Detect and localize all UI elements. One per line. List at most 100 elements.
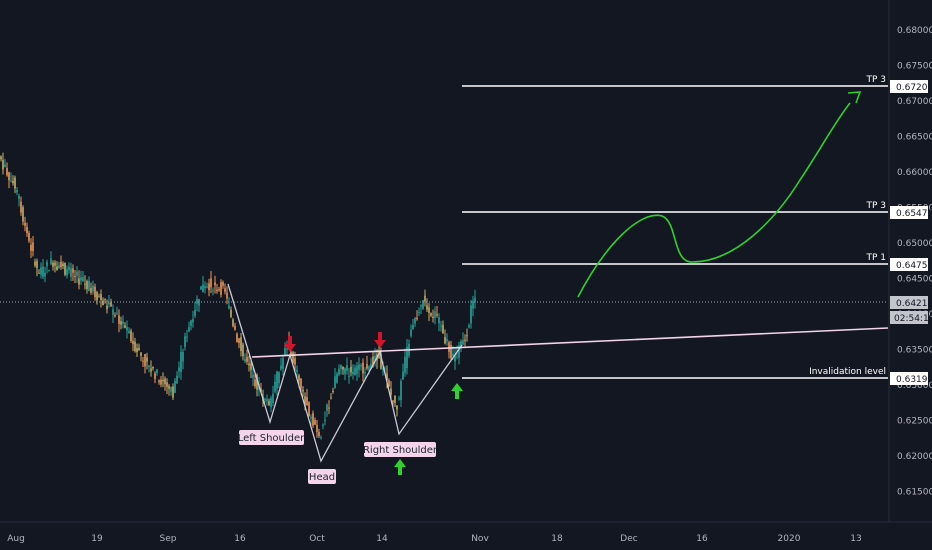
left-shoulder-annotation: Left Shoulder (238, 430, 305, 445)
candle-body (418, 311, 420, 313)
head-shoulders-pattern (227, 283, 463, 463)
time-tick-label: 16 (696, 534, 708, 544)
candle-body (204, 286, 206, 289)
tp1-price-badge: 0.64750 (890, 258, 932, 271)
candle-body (450, 345, 452, 359)
candle-body (100, 294, 102, 301)
candle-body (182, 352, 184, 362)
candle-body (210, 278, 212, 288)
candle-body (180, 352, 182, 372)
candle-body (396, 405, 398, 410)
candle-body (346, 364, 348, 371)
candle-body (130, 330, 132, 341)
candle-body (4, 164, 6, 167)
candle-body (178, 367, 180, 372)
candle-body (26, 226, 28, 234)
candle-body (328, 407, 330, 409)
candle-body (310, 416, 312, 419)
candle-body (430, 313, 432, 316)
candle-body (240, 337, 242, 352)
candle-body (254, 379, 256, 387)
svg-text:02:54:10: 02:54:10 (894, 314, 932, 324)
candle-body (24, 222, 26, 226)
candle-body (400, 380, 402, 401)
candle-body (216, 289, 218, 292)
candle-body (428, 307, 430, 313)
candle-body (148, 365, 150, 368)
candle-body (32, 242, 34, 251)
time-tick-label: Sep (160, 534, 177, 544)
candle-body (110, 302, 112, 307)
candle-body (230, 309, 232, 317)
candle-body (0, 156, 2, 160)
svg-text:Left Shoulder: Left Shoulder (238, 433, 305, 444)
candle-body (244, 358, 246, 362)
candle-body (48, 270, 50, 272)
candle-body (194, 309, 196, 317)
candle-body (66, 269, 68, 276)
price-tick-label: 0.63000 (897, 381, 932, 391)
candle-body (164, 378, 166, 385)
tp3-upper-label: TP 3 (865, 75, 886, 85)
candle-body (364, 372, 366, 374)
projection-curve (577, 102, 851, 298)
price-tick-label: 0.62000 (897, 452, 932, 462)
candle-body (270, 398, 272, 408)
candle-body (466, 335, 468, 337)
candle-body (284, 348, 286, 356)
candle-body (374, 355, 376, 362)
candle-body (320, 437, 322, 439)
candle-body (94, 286, 96, 298)
candle-body (438, 317, 440, 324)
price-tick-label: 0.62500 (897, 417, 932, 427)
candle-body (128, 331, 130, 334)
candle-body (468, 325, 470, 328)
price-tick-label: 0.66500 (897, 133, 932, 143)
candle-body (214, 282, 216, 286)
candle-body (280, 365, 282, 370)
candle-body (70, 268, 72, 277)
candle-body (40, 267, 42, 275)
tp3-lower-price-badge: 0.65470 (890, 206, 932, 219)
candle-body (464, 339, 466, 341)
candle-body (196, 298, 198, 304)
candle-body (132, 340, 134, 345)
candle-body (256, 375, 258, 390)
invalidation-label: Invalidation level (809, 367, 886, 377)
candle-body (208, 283, 210, 291)
candle-body (116, 312, 118, 314)
time-axis[interactable]: Aug 19 Sep 16 Oct 14 Nov 18 Dec 16 2020 13 (7, 534, 862, 544)
candle-body (172, 386, 174, 398)
candle-body (380, 353, 382, 369)
time-tick-label: Nov (471, 534, 489, 544)
candle-body (218, 289, 220, 291)
candle-body (104, 298, 106, 300)
candle-body (372, 356, 374, 366)
candle-body (160, 379, 162, 385)
candle-body (78, 278, 80, 285)
candle-body (276, 371, 278, 389)
candle-body (286, 348, 288, 350)
candle-body (28, 232, 30, 241)
time-tick-label: 2020 (778, 534, 801, 544)
tp3-lower-label: TP 3 (865, 201, 886, 211)
arrow-up-icon (394, 459, 406, 475)
candle-body (84, 283, 86, 285)
svg-text:0.63190: 0.63190 (896, 375, 932, 385)
candle-body (360, 365, 362, 367)
candle-body (138, 347, 140, 351)
candle-body (392, 400, 394, 403)
candle-body (390, 388, 392, 395)
svg-text:0.67200: 0.67200 (896, 83, 932, 93)
time-tick-label: Oct (309, 534, 325, 544)
candle-body (368, 366, 370, 370)
time-tick-label: 14 (376, 534, 388, 544)
candle-body (312, 413, 314, 426)
price-tick-label: 0.68000 (897, 26, 932, 36)
candle-body (282, 358, 284, 369)
candle-body (108, 303, 110, 305)
neckline (251, 327, 889, 358)
candle-body (200, 286, 202, 290)
candle-body (444, 336, 446, 344)
